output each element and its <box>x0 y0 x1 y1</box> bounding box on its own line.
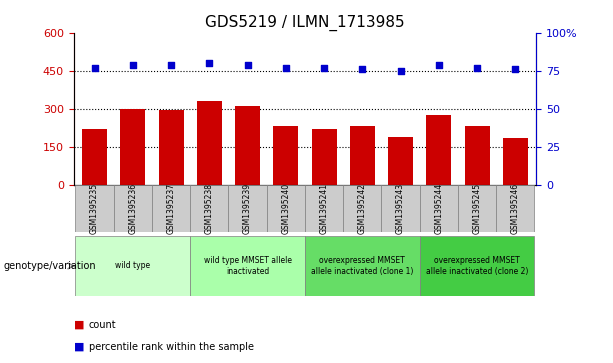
Bar <box>75 185 114 232</box>
Bar <box>503 138 528 185</box>
Text: GSM1395240: GSM1395240 <box>281 183 291 234</box>
Point <box>89 65 99 70</box>
Text: GSM1395237: GSM1395237 <box>167 183 175 234</box>
Bar <box>235 106 260 185</box>
Point <box>205 60 215 66</box>
Bar <box>420 185 458 232</box>
Point <box>128 62 138 68</box>
Text: overexpressed MMSET
allele inactivated (clone 2): overexpressed MMSET allele inactivated (… <box>426 256 528 276</box>
Point <box>395 68 405 74</box>
Bar <box>75 236 190 296</box>
Point <box>166 62 176 68</box>
Text: GSM1395243: GSM1395243 <box>396 183 405 234</box>
Point <box>243 62 253 68</box>
Text: overexpressed MMSET
allele inactivated (clone 1): overexpressed MMSET allele inactivated (… <box>311 256 414 276</box>
Bar <box>120 109 145 185</box>
Point <box>357 66 367 72</box>
Text: GSM1395241: GSM1395241 <box>319 183 329 234</box>
Bar <box>388 136 413 185</box>
Text: ■: ■ <box>74 320 84 330</box>
Text: wild type: wild type <box>115 261 150 270</box>
Text: GSM1395236: GSM1395236 <box>128 183 137 234</box>
Point <box>281 65 291 70</box>
Bar <box>114 185 152 232</box>
Bar <box>420 236 535 296</box>
Bar <box>267 185 305 232</box>
Bar <box>190 236 305 296</box>
Bar <box>465 126 490 185</box>
Bar <box>152 185 190 232</box>
Bar <box>427 115 451 185</box>
Text: percentile rank within the sample: percentile rank within the sample <box>89 342 254 352</box>
Text: ■: ■ <box>74 342 84 352</box>
Text: count: count <box>89 320 116 330</box>
Bar <box>458 185 496 232</box>
Point <box>434 62 444 68</box>
Point <box>319 65 329 70</box>
Text: GSM1395239: GSM1395239 <box>243 183 252 234</box>
Bar <box>82 129 107 185</box>
Bar <box>305 185 343 232</box>
Point <box>511 66 520 72</box>
Text: GSM1395238: GSM1395238 <box>205 183 214 234</box>
Bar <box>197 101 222 185</box>
Bar <box>381 185 420 232</box>
Title: GDS5219 / ILMN_1713985: GDS5219 / ILMN_1713985 <box>205 15 405 31</box>
Bar <box>159 110 183 185</box>
Text: genotype/variation: genotype/variation <box>3 261 96 271</box>
Bar <box>190 185 229 232</box>
Text: GSM1395235: GSM1395235 <box>90 183 99 234</box>
Text: wild type MMSET allele
inactivated: wild type MMSET allele inactivated <box>204 256 292 276</box>
Bar <box>305 236 420 296</box>
Text: GSM1395245: GSM1395245 <box>473 183 482 234</box>
Text: GSM1395244: GSM1395244 <box>435 183 443 234</box>
Text: GSM1395246: GSM1395246 <box>511 183 520 234</box>
Bar <box>496 185 535 232</box>
Point <box>472 65 482 70</box>
Bar <box>343 185 381 232</box>
Bar <box>273 126 299 185</box>
Bar <box>311 129 337 185</box>
Text: GSM1395242: GSM1395242 <box>358 183 367 234</box>
Bar <box>350 126 375 185</box>
Bar <box>229 185 267 232</box>
